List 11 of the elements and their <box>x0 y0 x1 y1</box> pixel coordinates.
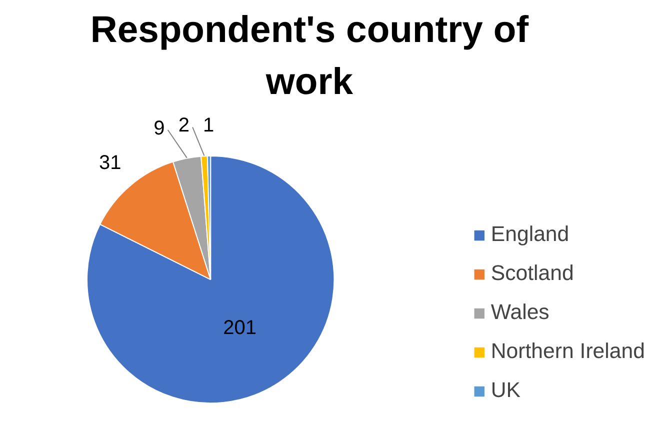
data-label: 201 <box>223 317 257 340</box>
chart-title: Respondent's country of work <box>90 8 530 102</box>
legend-label: Northern Ireland <box>490 339 645 364</box>
data-label: 9 <box>154 117 165 140</box>
legend-label: Wales <box>490 300 550 325</box>
data-label: 2 <box>178 114 190 137</box>
data-label: 1 <box>203 114 214 137</box>
legend-label: England <box>490 222 570 247</box>
legend-label: Scotland <box>490 261 574 286</box>
legend-label: UK <box>490 378 521 403</box>
data-label: 31 <box>98 152 122 174</box>
